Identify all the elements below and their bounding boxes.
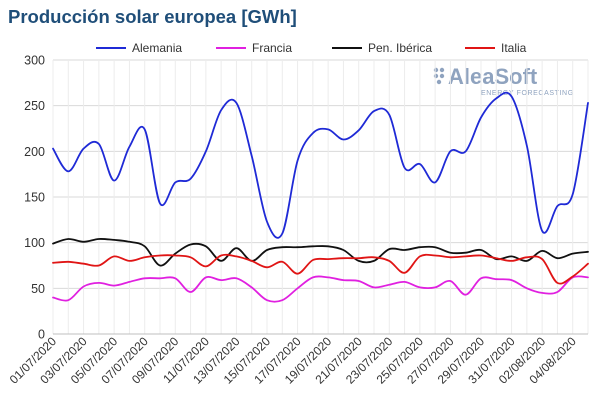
legend-label: Alemania	[132, 41, 182, 55]
series-line-italia	[52, 253, 589, 285]
logo-dot	[436, 79, 442, 85]
legend-label: Pen. Ibérica	[368, 41, 432, 55]
y-tick-label: 250	[24, 99, 45, 113]
y-tick-label: 300	[24, 54, 45, 68]
logo-tagline: ENERGY FORECASTING	[481, 90, 574, 97]
grid-lines	[52, 59, 589, 335]
y-tick-label: 200	[24, 145, 45, 159]
y-tick-label: 0	[38, 328, 45, 342]
logo-dot	[439, 73, 445, 79]
legend-label: Italia	[501, 41, 527, 55]
series-line-francia	[52, 275, 589, 303]
logo-name: AleaSoft	[448, 64, 538, 89]
chart-title: Producción solar europea [GWh]	[8, 6, 297, 27]
y-tick-label: 50	[31, 282, 45, 296]
legend-label: Francia	[252, 41, 292, 55]
logo-dot	[433, 73, 439, 79]
logo-dot	[439, 67, 445, 73]
logo-dot	[433, 67, 439, 73]
y-tick-label: 100	[24, 236, 45, 250]
legend: Alemania Francia Pen. Ibérica Italia	[96, 41, 527, 55]
series-line-alemania	[52, 91, 589, 239]
y-tick-label: 150	[24, 191, 45, 205]
series-group	[52, 91, 589, 303]
